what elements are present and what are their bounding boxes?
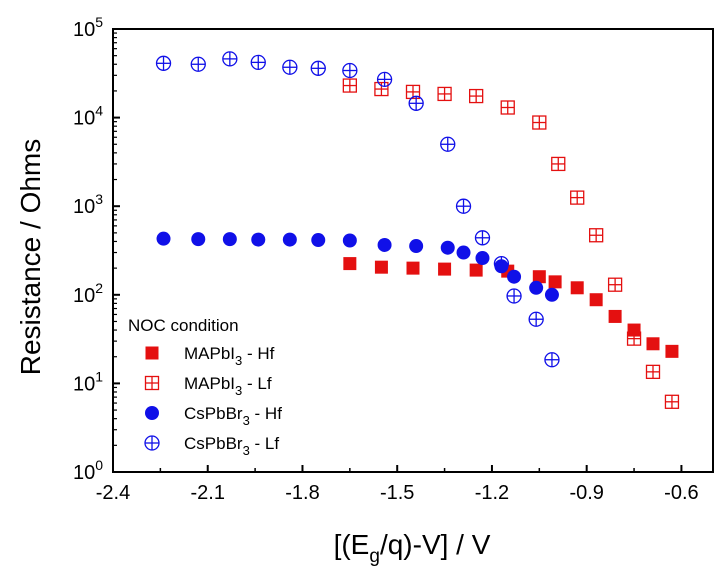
data-point-cspbbr3-lf [190,56,206,72]
legend-label-cspbbr3-hf: CsPbBr3 - Hf [184,404,282,428]
x-axis-ticks: -2.4 -2.1 -1.8 -1.5 -1.2 -0.9 -0.6 [96,465,699,504]
data-point-cspbbr3-lf [506,288,522,304]
data-point-mapbi3-lf [645,364,661,380]
data-point-mapbi3-lf [626,331,642,346]
x-tick-label: -1.5 [380,482,414,504]
x-tick-label: -0.6 [664,482,698,504]
x-tick-label: -2.4 [96,482,130,504]
data-point-cspbbr3-hf [191,232,206,247]
plot-frame [112,28,714,473]
data-point-mapbi3-lf [342,78,357,93]
data-point-cspbbr3-lf [282,59,298,75]
legend-label-mapbi3-hf: MAPbI3 - Hf [184,344,275,368]
y-tick-label: 105 [73,14,103,41]
data-point-cspbbr3-lf [408,95,424,111]
data-point-mapbi3-lf [570,190,585,205]
data-point-cspbbr3-lf [310,60,326,76]
data-markers [155,51,680,409]
data-point-cspbbr3-hf [377,237,392,252]
data-point-cspbbr3-lf [544,352,560,368]
legend-title: NOC condition [128,316,239,335]
data-point-cspbbr3-hf [342,233,357,248]
data-point-cspbbr3-hf [251,232,266,247]
data-point-mapbi3-lf [589,228,604,243]
data-point-cspbbr3-lf [440,136,456,152]
data-point-mapbi3-lf [437,86,452,102]
y-tick-label: 103 [73,191,103,218]
y-axis-title: Resistance / Ohms [15,139,46,376]
legend: NOC condition MAPbI3 - Hf MAPbI3 - Lf CsPb… [128,316,282,458]
data-point-cspbbr3-lf [222,51,238,67]
data-point-mapbi3-hf [627,323,641,337]
y-tick-label: 102 [73,280,103,307]
data-point-mapbi3-lf [405,84,421,100]
data-point-mapbi3-hf [406,261,420,275]
data-point-cspbbr3-hf [282,232,297,247]
legend-marker-mapbi3-lf [144,375,160,391]
legend-marker-cspbbr3-hf [145,406,159,420]
data-point-cspbbr3-lf [342,62,358,79]
data-point-mapbi3-lf [374,81,389,97]
data-point-cspbbr3-hf [529,280,544,295]
data-point-mapbi3-hf [548,275,562,289]
data-point-cspbbr3-lf [155,55,172,71]
data-point-mapbi3-hf [589,293,603,307]
data-point-cspbbr3-hf [475,251,490,266]
data-point-mapbi3-lf [500,100,515,115]
data-point-cspbbr3-lf [474,230,491,246]
legend-marker-cspbbr3-lf [144,435,160,451]
y-axis-ticks: 100 101 102 103 104 105 [73,14,120,484]
y-tick-label: 104 [73,103,103,130]
data-point-mapbi3-hf [374,260,388,274]
data-point-mapbi3-lf [607,277,623,292]
data-point-mapbi3-hf [343,257,357,271]
data-point-mapbi3-hf [608,309,622,323]
data-point-cspbbr3-hf [456,245,471,260]
data-point-mapbi3-lf [469,88,484,104]
data-point-cspbbr3-hf [222,232,237,247]
data-point-mapbi3-lf [551,156,566,172]
data-point-mapbi3-lf [664,394,680,409]
y-tick-label: 100 [73,457,103,484]
data-point-mapbi3-hf [646,337,660,351]
data-point-cspbbr3-hf [311,233,326,248]
data-point-cspbbr3-lf [493,255,510,272]
data-point-cspbbr3-hf [507,269,522,284]
y-tick-label: 101 [73,368,103,395]
x-tick-label: -0.9 [569,482,603,504]
data-point-cspbbr3-hf [440,240,455,255]
data-point-cspbbr3-lf [250,54,266,71]
data-point-cspbbr3-hf [544,287,559,302]
plot-border [112,28,714,473]
data-point-cspbbr3-hf [409,239,424,254]
data-point-mapbi3-hf [438,262,452,276]
x-tick-label: -1.8 [285,482,319,504]
data-point-mapbi3-hf [469,263,483,277]
legend-label-cspbbr3-lf: CsPbBr3 - Lf [184,434,279,458]
data-point-cspbbr3-hf [156,231,171,246]
data-point-mapbi3-hf [532,270,546,284]
data-point-mapbi3-hf [570,281,584,295]
x-axis-title: [(Eg/q)-V] / V [334,529,491,567]
legend-marker-mapbi3-hf [145,346,159,360]
x-tick-label: -2.1 [191,482,225,504]
data-point-cspbbr3-lf [376,71,393,88]
data-point-mapbi3-lf [532,115,547,130]
data-point-cspbbr3-lf [455,198,472,214]
data-point-mapbi3-hf [665,344,679,358]
legend-label-mapbi3-lf: MAPbI3 - Lf [184,374,272,398]
x-tick-label: -1.2 [475,482,509,504]
data-point-cspbbr3-lf [528,311,544,327]
